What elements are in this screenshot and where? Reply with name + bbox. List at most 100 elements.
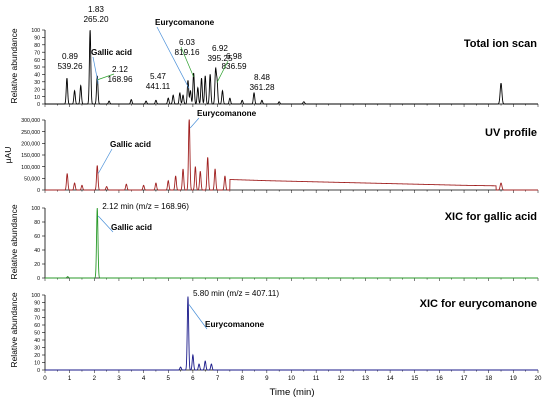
xic-peak-label: 5.80 min (m/z = 407.11) <box>193 289 279 298</box>
y-tick-label: 80 <box>34 308 40 314</box>
peak-mz-label: 819.16 <box>174 48 199 57</box>
y-tick-label: 10 <box>34 95 40 101</box>
peak-time-label: 5.47 <box>150 72 166 81</box>
x-tick-label: 5 <box>167 375 171 382</box>
chromatogram-trace <box>45 296 538 371</box>
x-tick-label: 20 <box>535 375 542 382</box>
x-tick-label: 11 <box>313 375 320 382</box>
peak-time-label: 6.03 <box>179 38 195 47</box>
y-ticks: 0 50,000 100,000 150,000 200,000 250,000 300,0… <box>21 118 45 194</box>
y-tick-label: 90 <box>34 36 40 42</box>
chromatogram-trace <box>45 207 538 279</box>
x-ticks <box>44 104 539 107</box>
panel-title: XIC for eurycomanone <box>420 298 537 310</box>
peak-mz-label: 539.26 <box>57 62 82 71</box>
leader-line <box>216 60 229 83</box>
panel-xic-gallic-acid: XIC for gallic acid Relative abundance 0… <box>9 202 539 282</box>
peak-mz-label: 265.20 <box>83 15 108 24</box>
panel-xic-eurycomanone: XIC for eurycomanone Relative abundance … <box>9 289 542 382</box>
y-tick-label: 250,000 <box>21 130 40 136</box>
peak-mz-label: 361.28 <box>249 83 274 92</box>
y-tick-label: 20 <box>34 262 40 268</box>
trace-line <box>45 296 538 371</box>
x-tick-label: 10 <box>288 375 295 382</box>
leader-line <box>188 304 208 330</box>
leader-line <box>97 148 113 174</box>
y-tick-label: 70 <box>34 316 40 322</box>
leader-line <box>98 215 114 233</box>
y-tick-label: 20 <box>34 87 40 93</box>
x-tick-label: 3 <box>117 375 121 382</box>
compound-label: Eurycomanone <box>205 320 265 329</box>
y-tick-label: 100 <box>31 206 40 212</box>
y-tick-label: 100,000 <box>21 165 40 171</box>
y-tick-label: 100 <box>31 28 40 34</box>
y-axis-label: Relative abundance <box>9 292 19 367</box>
y-tick-label: 60 <box>34 58 40 64</box>
compound-label: Gallic acid <box>110 140 151 149</box>
peak-mz-label: 836.59 <box>221 62 246 71</box>
y-tick-label: 0 <box>37 102 40 108</box>
y-tick-label: 100 <box>31 293 40 299</box>
xic-peak-label: 2.12 min (m/z = 168.96) <box>102 202 189 211</box>
y-tick-label: 300,000 <box>21 118 40 124</box>
compound-label: Gallic acid <box>91 48 132 57</box>
leader-line <box>189 117 200 129</box>
y-axis-label: Relative abundance <box>9 204 19 279</box>
leader-line <box>97 73 115 81</box>
peak-mz-label: 441.11 <box>146 82 171 91</box>
peak-annotations: Gallic acid 2.12 min (m/z = 168.96) <box>98 202 189 233</box>
y-tick-label: 150,000 <box>21 153 40 159</box>
x-tick-label: 19 <box>510 375 517 382</box>
x-tick-label: 7 <box>216 375 220 382</box>
peak-annotations: Gallic acid Eurycomanone <box>97 109 257 174</box>
y-tick-label: 0 <box>37 188 40 194</box>
chromatogram-trace <box>45 119 538 191</box>
y-tick-label: 20 <box>34 353 40 359</box>
panel-uv-profile: UV profile μAU 0 50,000 100,000 150,000 200,… <box>3 109 539 194</box>
y-ticks: 0 20 40 60 80 100 <box>31 206 45 282</box>
y-tick-label: 60 <box>34 323 40 329</box>
peak-time-label: 2.12 <box>112 65 128 74</box>
panel-title: XIC for gallic acid <box>445 211 537 223</box>
leader-line <box>156 26 190 89</box>
y-tick-label: 10 <box>34 361 40 367</box>
y-tick-label: 40 <box>34 248 40 254</box>
x-tick-label: 18 <box>485 375 492 382</box>
y-tick-label: 0 <box>37 368 40 374</box>
y-tick-label: 40 <box>34 338 40 344</box>
compound-label: Eurycomanone <box>197 109 257 118</box>
y-tick-label: 30 <box>34 80 40 86</box>
y-tick-label: 80 <box>34 220 40 226</box>
y-tick-label: 60 <box>34 234 40 240</box>
peak-time-label: 0.89 <box>62 52 78 61</box>
y-axis-label: Relative abundance <box>9 28 19 103</box>
y-tick-label: 90 <box>34 301 40 307</box>
y-axis-label: μAU <box>3 147 13 164</box>
x-tick-label: 12 <box>337 375 344 382</box>
panel-title: Total ion scan <box>464 38 537 50</box>
y-tick-label: 80 <box>34 43 40 49</box>
y-tick-label: 50,000 <box>24 177 40 183</box>
x-ticks: 0 1 2 3 4 5 6 7 8 9 10 11 12 13 14 15 16 17 18 19 20 <box>43 370 542 382</box>
trace-line <box>45 30 538 105</box>
y-tick-label: 70 <box>34 50 40 56</box>
peak-time-label: 1.83 <box>88 5 104 14</box>
y-tick-label: 50 <box>34 331 40 337</box>
panel-total-ion-scan: Total ion scan Relative abundance 010203… <box>9 5 539 108</box>
y-tick-label: 200,000 <box>21 142 40 148</box>
x-tick-label: 1 <box>68 375 72 382</box>
x-tick-label: 4 <box>142 375 146 382</box>
trace-line <box>45 207 538 279</box>
leader-line <box>180 46 194 78</box>
x-tick-label: 13 <box>362 375 369 382</box>
x-tick-label: 14 <box>387 375 394 382</box>
y-tick-label: 40 <box>34 73 40 79</box>
y-tick-label: 0 <box>37 276 40 282</box>
peak-mz-label: 168.96 <box>107 75 132 84</box>
peak-annotations: Eurycomanone 5.80 min (m/z = 407.11) <box>188 289 279 330</box>
